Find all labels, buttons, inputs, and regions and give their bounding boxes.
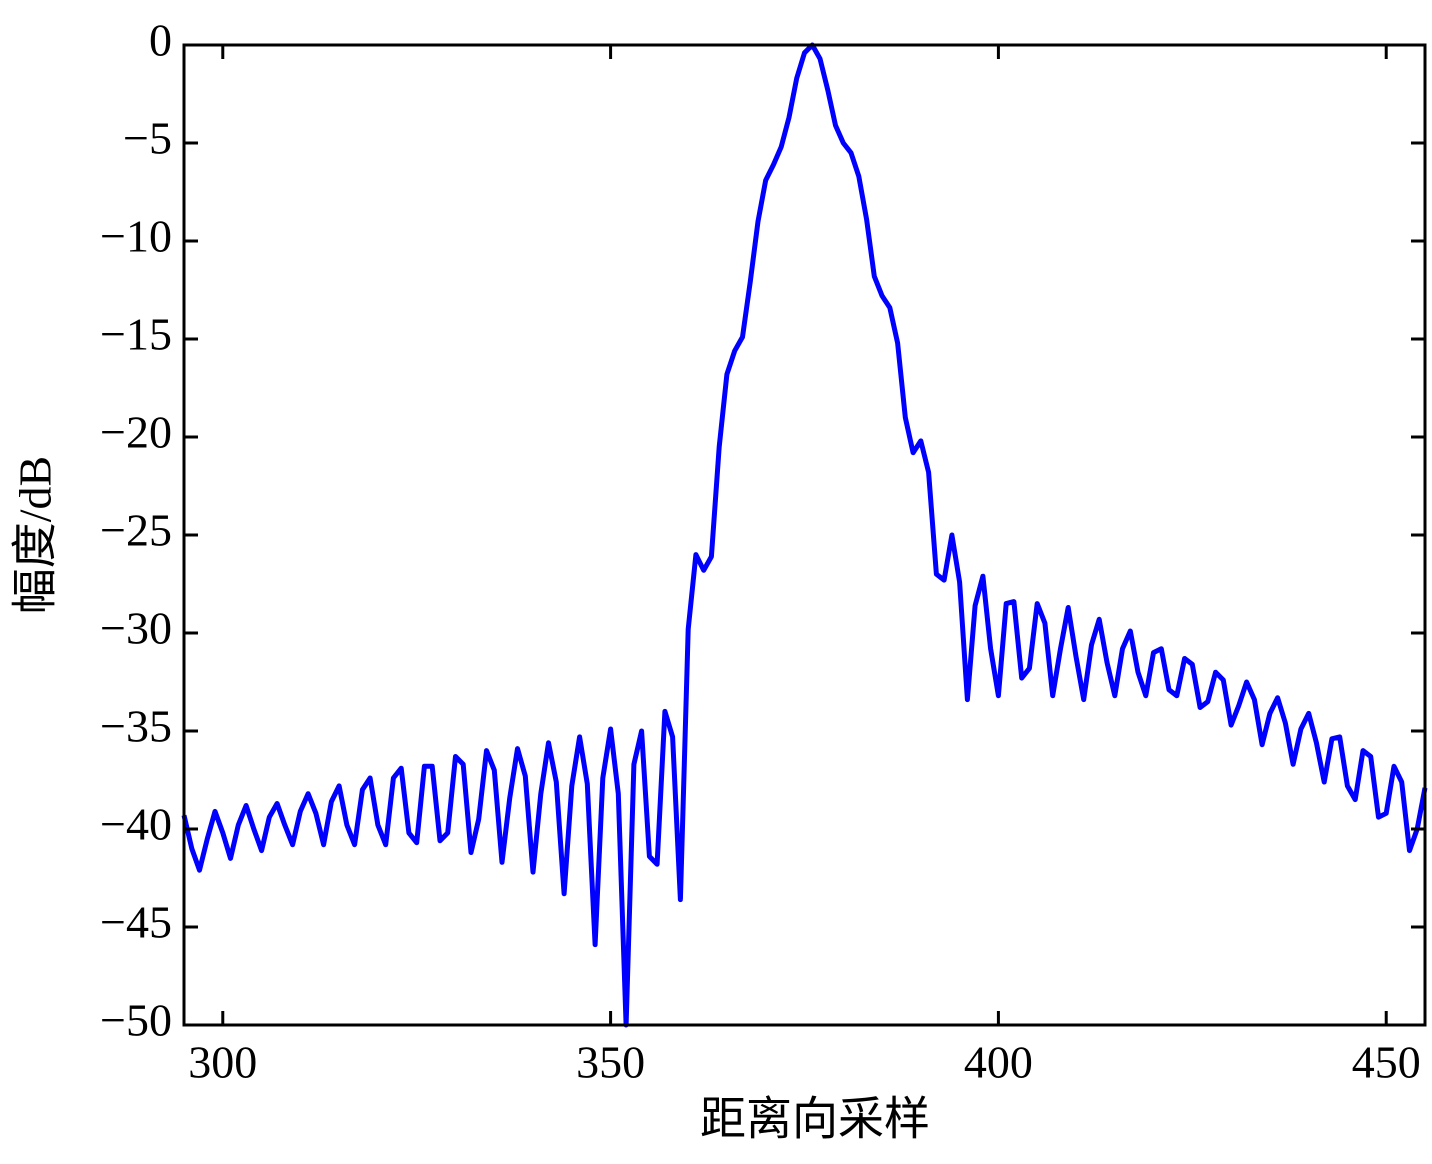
x-tick-label: 400 bbox=[964, 1037, 1033, 1088]
y-tick-label: 0 bbox=[149, 15, 172, 66]
y-tick-label: −50 bbox=[100, 995, 172, 1046]
x-tick-label: 450 bbox=[1352, 1037, 1421, 1088]
x-tick-label: 350 bbox=[576, 1037, 645, 1088]
y-tick-label: −40 bbox=[100, 799, 172, 850]
y-tick-label: −45 bbox=[100, 897, 172, 948]
y-tick-label: −20 bbox=[100, 407, 172, 458]
y-tick-label: −35 bbox=[100, 701, 172, 752]
data-line bbox=[181, 42, 1428, 1028]
x-tick-label: 300 bbox=[188, 1037, 257, 1088]
y-axis-label: 幅度/dB bbox=[10, 456, 61, 614]
y-tick-label: −10 bbox=[100, 211, 172, 262]
x-axis-label: 距离向采样 bbox=[700, 1094, 930, 1145]
plot-frame bbox=[182, 43, 1427, 1027]
y-tick-label: −30 bbox=[100, 603, 172, 654]
y-tick-label: −5 bbox=[123, 113, 172, 164]
y-tick-label: −25 bbox=[100, 505, 172, 556]
y-tick-label: −15 bbox=[100, 309, 172, 360]
